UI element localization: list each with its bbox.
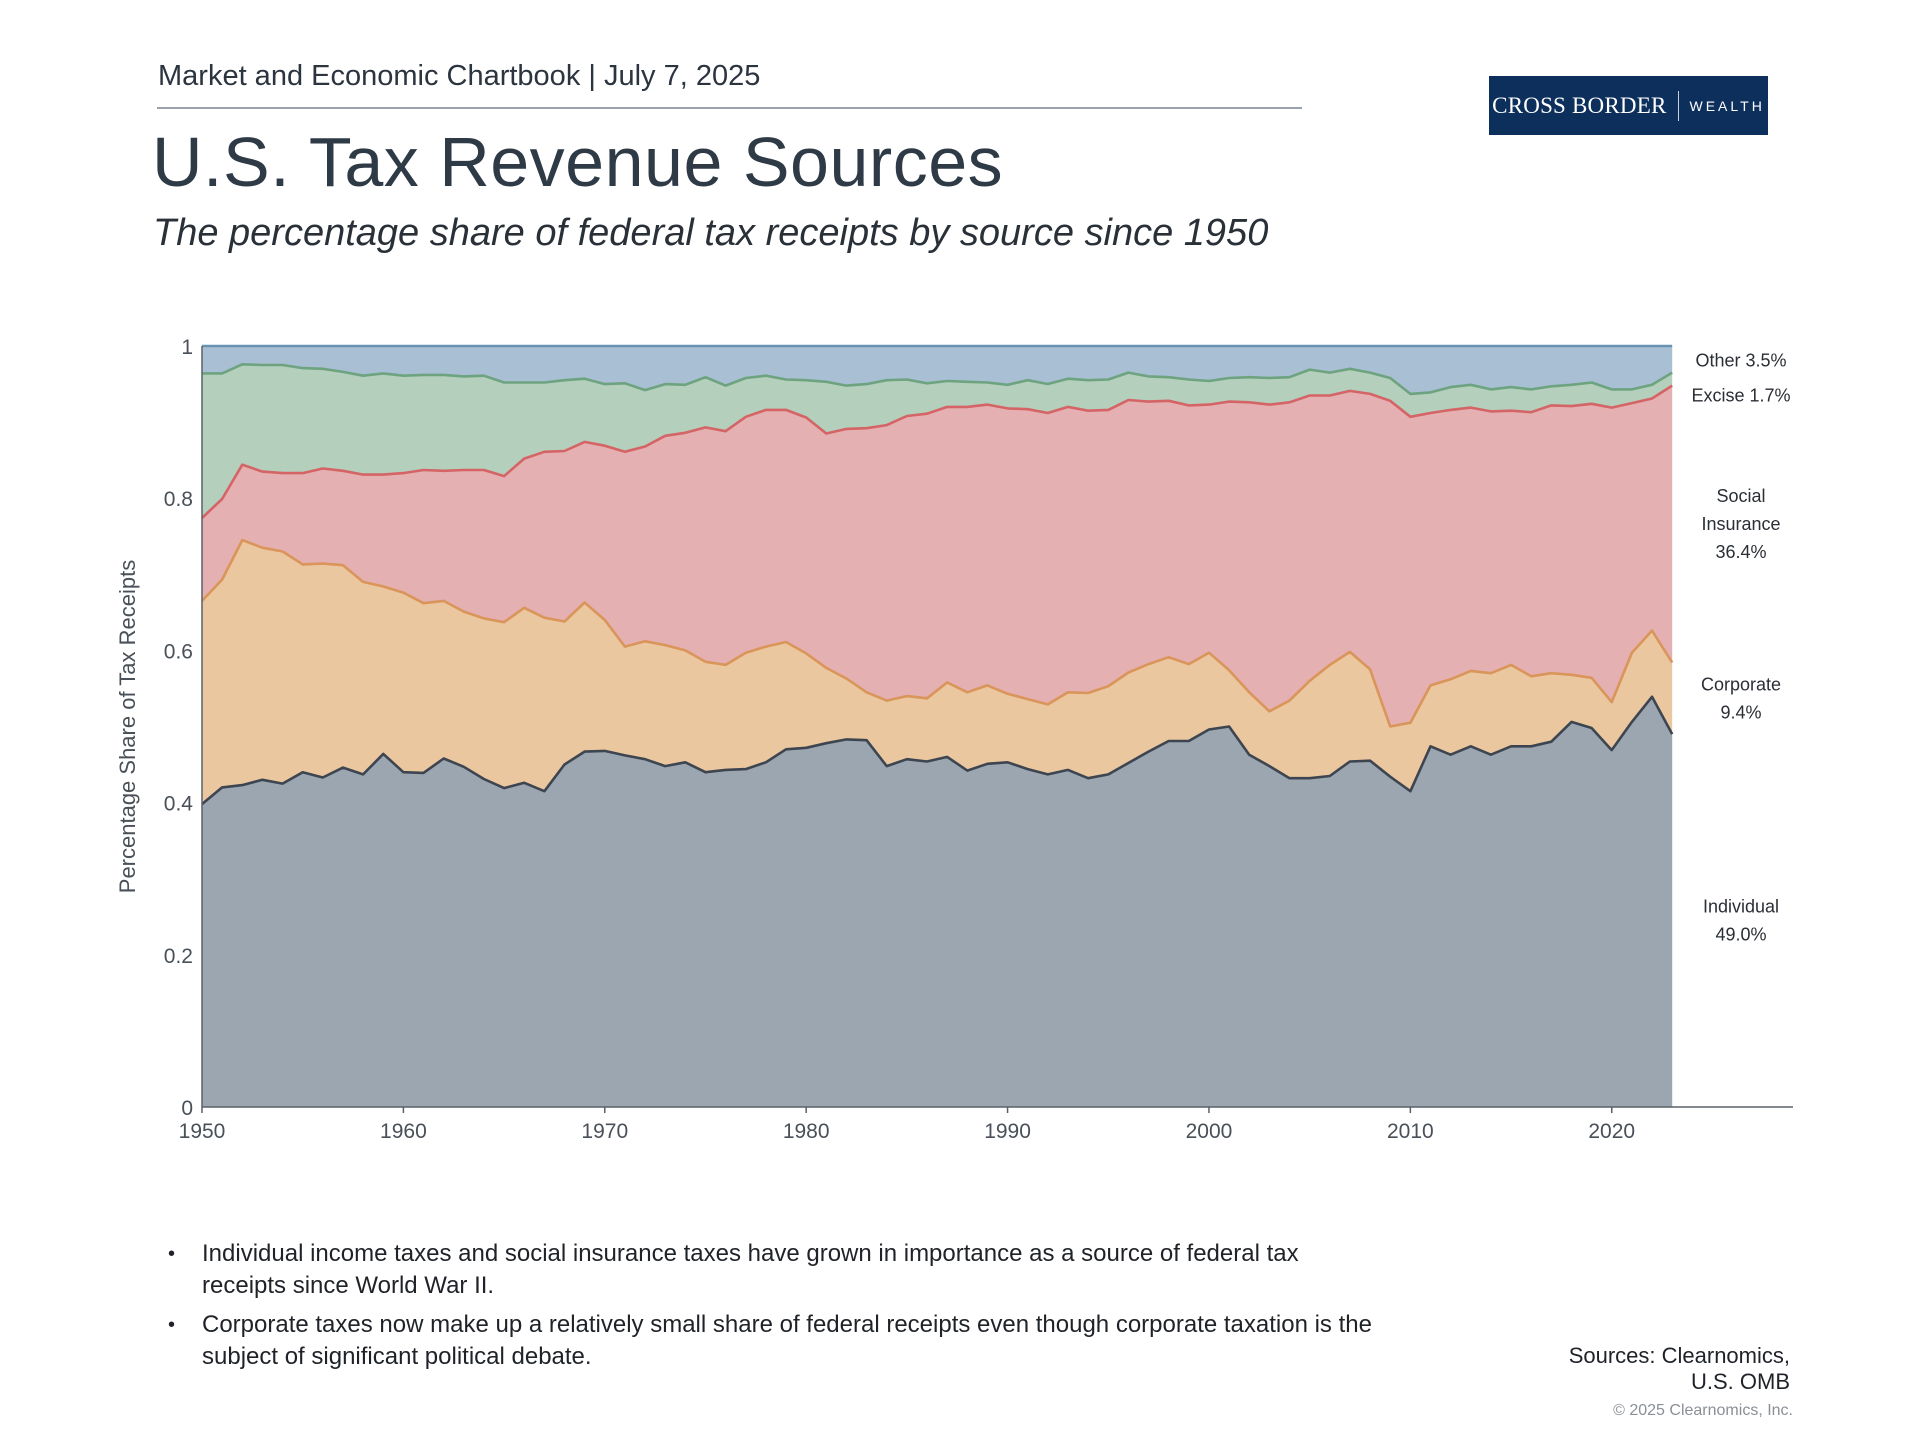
- copyright: © 2025 Clearnomics, Inc.: [1613, 1402, 1793, 1419]
- x-tick-label: 1980: [783, 1120, 830, 1143]
- y-tick-label: 1: [181, 336, 193, 359]
- social-insurance-area: [202, 385, 1673, 727]
- area-layers: [202, 346, 1673, 1107]
- excise-area: [202, 364, 1673, 518]
- logo-text-left: CROSS BORDER: [1492, 92, 1667, 118]
- end-label-excise: Excise 1.7%: [1691, 385, 1790, 405]
- end-label-social-insurance: Social: [1716, 486, 1765, 506]
- sources-line: U.S. OMB: [1690, 1369, 1790, 1394]
- y-tick-label: 0.2: [164, 945, 193, 968]
- y-tick-label: 0: [181, 1097, 193, 1120]
- logo-separator: [1677, 90, 1679, 121]
- y-axis-title: Percentage Share of Tax Receipts: [115, 560, 140, 893]
- cross-border-wealth-logo: CROSS BORDER WEALTH: [1489, 76, 1768, 135]
- end-label-social-insurance: 36.4%: [1715, 542, 1766, 562]
- x-tick-label: 2020: [1588, 1120, 1635, 1143]
- end-label-social-insurance: Insurance: [1701, 514, 1780, 534]
- y-tick-label: 0.8: [164, 488, 193, 511]
- y-tick-label: 0.4: [164, 793, 194, 816]
- x-tick-label: 1990: [984, 1120, 1031, 1143]
- individual-area: [202, 696, 1673, 1107]
- header-divider: [157, 107, 1302, 109]
- key-takeaways: • Individual income taxes and social ins…: [168, 1238, 1388, 1380]
- excise-line: [202, 363, 1673, 396]
- bullet-text: Corporate taxes now make up a relatively…: [202, 1311, 1372, 1370]
- x-tick-label: 1970: [581, 1120, 628, 1143]
- sources-line: Sources: Clearnomics,: [1568, 1343, 1790, 1368]
- x-tick-label: 1950: [179, 1120, 226, 1143]
- series-end-labels: Other 3.5% Excise 1.7% Social Insurance 36.4…: [1691, 350, 1790, 944]
- chartbook-header: Market and Economic Chartbook | July 7, …: [158, 60, 761, 92]
- end-label-corporate: Corporate: [1701, 674, 1781, 694]
- end-label-other: Other 3.5%: [1695, 350, 1786, 370]
- end-label-individual: 49.0%: [1715, 925, 1766, 945]
- sources-note: Sources: Clearnomics, U.S. OMB: [1569, 1343, 1790, 1395]
- chart-axes: 1950 1960 1970 1980 1990 2000 2010 2020 0 0.2 0.4 0…: [115, 336, 1793, 1143]
- bullet-dot: •: [168, 1314, 176, 1336]
- corporate-line: [201, 538, 1674, 728]
- bullet-text: Individual income taxes and social insur…: [202, 1240, 1299, 1299]
- corporate-area: [202, 540, 1673, 805]
- x-tick-label: 1960: [380, 1120, 427, 1143]
- social-insurance-line: [201, 384, 1673, 519]
- x-tick-label: 2000: [1186, 1120, 1233, 1143]
- y-tick-label: 0.6: [164, 640, 193, 663]
- page-title: U.S. Tax Revenue Sources: [152, 123, 1004, 201]
- bullet-item: • Corporate taxes now make up a relative…: [168, 1309, 1388, 1373]
- bullet-item: • Individual income taxes and social ins…: [168, 1238, 1388, 1302]
- other-area: [202, 346, 1673, 394]
- page-subtitle: The percentage share of federal tax rece…: [153, 212, 1269, 254]
- logo-text-right: WEALTH: [1689, 97, 1765, 114]
- area-boundary-lines: [201, 344, 1674, 806]
- end-label-corporate: 9.4%: [1720, 702, 1761, 722]
- x-tick-label: 2010: [1387, 1120, 1434, 1143]
- individual-line: [201, 695, 1674, 806]
- bullet-dot: •: [168, 1243, 176, 1265]
- end-label-individual: Individual: [1703, 897, 1779, 917]
